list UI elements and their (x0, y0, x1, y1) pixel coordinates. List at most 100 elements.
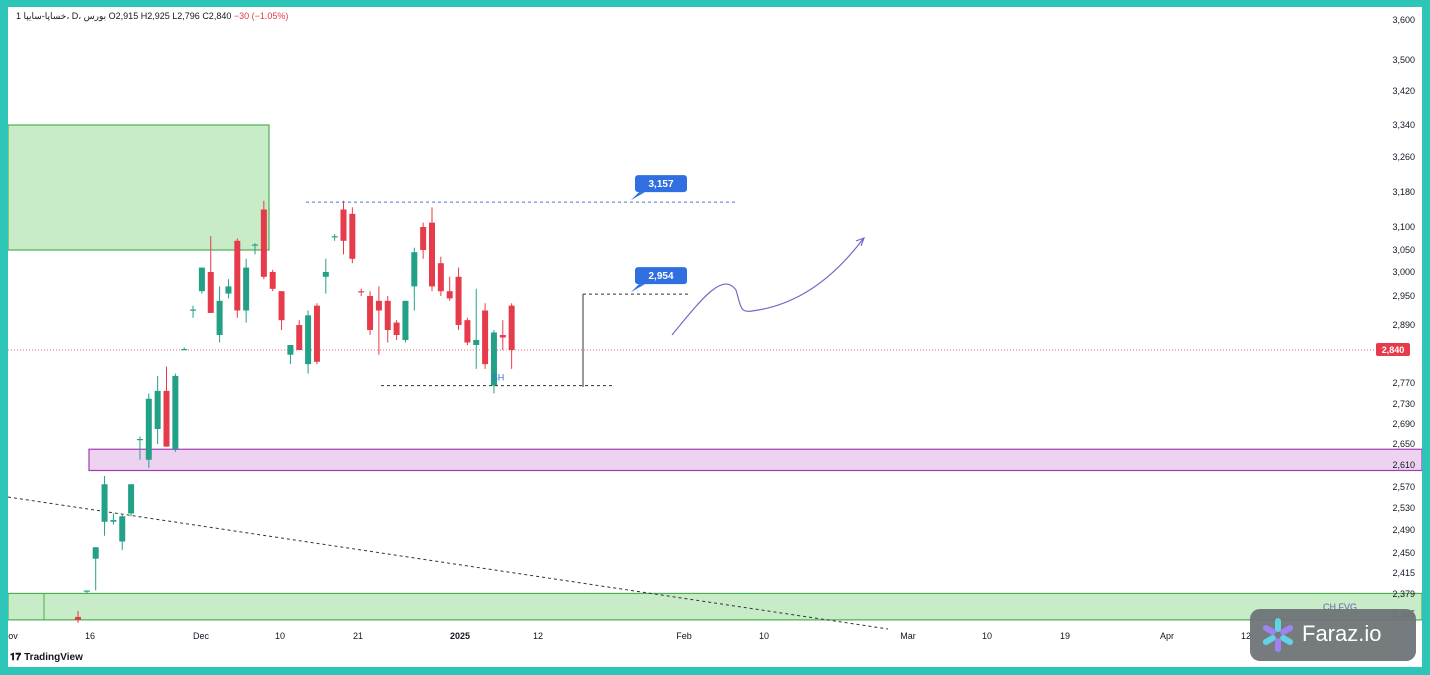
x-tick-label: Feb (676, 631, 692, 641)
x-tick-label: Dec (193, 631, 210, 641)
y-tick-label: 2,570 (1392, 482, 1415, 492)
y-tick-label: 3,000 (1392, 267, 1415, 277)
candle-body (296, 325, 303, 350)
tradingview-text: TradingView (24, 652, 83, 663)
candle-body (92, 547, 99, 559)
y-tick-label: 2,770 (1392, 378, 1415, 388)
sh-label: SH (492, 373, 505, 383)
x-tick-label: 21 (353, 631, 363, 641)
x-tick-label: Apr (1160, 631, 1174, 641)
candle-body (331, 236, 338, 238)
candle-body (269, 272, 276, 289)
candle-body (508, 305, 515, 350)
y-tick-label: 2,450 (1392, 548, 1415, 558)
candle-body (429, 222, 435, 287)
y-tick-label: 3,100 (1392, 222, 1415, 232)
candle-body (367, 296, 374, 330)
zone-fvg (8, 592, 1422, 621)
y-tick-label: 3,260 (1392, 152, 1415, 162)
y-tick-label: 2,530 (1392, 503, 1415, 513)
zone-supply (8, 124, 270, 251)
y-tick-label: 2,650 (1392, 439, 1415, 449)
symbol-header: 1 خساپا-سایپا، D، بورس O2,915 H2,925 L2,… (16, 11, 288, 22)
candle-body (499, 335, 506, 338)
callout-box (635, 267, 687, 285)
candle-body (145, 398, 152, 460)
candle-body (154, 390, 161, 429)
symbol-name: 1 خساپا-سایپا، D، بورس (16, 11, 107, 21)
x-tick-label: 16 (85, 631, 95, 641)
x-tick-label: 10 (759, 631, 769, 641)
y-tick-label: 2,610 (1392, 460, 1415, 470)
x-tick-label: Mar (900, 631, 916, 641)
y-tick-label: 3,050 (1392, 245, 1415, 255)
candle-body (322, 272, 329, 277)
candle-body (110, 520, 117, 522)
fvg-label: CH FVG (1323, 602, 1357, 612)
open-value: O2,915 (108, 11, 139, 21)
candle-body (402, 300, 409, 340)
candle-body (358, 291, 365, 293)
candle-body (260, 209, 267, 277)
brand-text: Faraz.io (1302, 621, 1382, 646)
x-tick-label: 12 (1241, 631, 1251, 641)
candle-body (349, 213, 356, 259)
x-tick-label: ov (8, 631, 18, 641)
y-tick-label: 2,690 (1392, 419, 1415, 429)
y-tick-label: 3,340 (1392, 120, 1415, 130)
chart-frame: 3,157 2,954 SH CH FVG 3,600 3,500 3,420 3,340 3,… (8, 7, 1422, 667)
candle-body (207, 272, 214, 313)
tradingview-logo[interactable]: 𝟏𝟕 TradingView (10, 652, 83, 663)
candle-body (101, 484, 108, 522)
candle-body (490, 332, 497, 386)
forecast-curve (671, 238, 864, 336)
candle-body (252, 244, 258, 246)
callout-pointer (631, 192, 645, 201)
candle-body (243, 267, 250, 311)
candle-body (119, 516, 126, 542)
candle-body (411, 252, 418, 287)
candle-body (190, 309, 197, 311)
candle-body (437, 263, 444, 292)
y-tick-label: 2,490 (1392, 525, 1415, 535)
faraz-logo-icon (1262, 618, 1294, 652)
candle-body (216, 300, 223, 335)
faraz-brand-badge[interactable]: Faraz.io (1250, 609, 1416, 661)
y-tick-label: 3,500 (1392, 55, 1415, 65)
forecast-arrowhead (855, 236, 866, 247)
candle-body (393, 322, 400, 335)
y-tick-label: 2,415 (1392, 568, 1415, 578)
candle-body (136, 439, 143, 441)
x-tick-label: 10 (982, 631, 992, 641)
y-tick-label: 3,420 (1392, 86, 1415, 96)
y-tick-label: 2,730 (1392, 399, 1415, 409)
y-tick-label: 2,379 (1392, 589, 1415, 599)
candle-body (83, 590, 90, 592)
high-value: H2,925 (140, 11, 170, 21)
candle-body (482, 310, 489, 365)
low-value: L2,796 (172, 11, 200, 21)
candle-body (278, 291, 285, 321)
candle-body (455, 276, 462, 325)
x-tick-label: 19 (1060, 631, 1070, 641)
candle-body (464, 320, 471, 343)
candle-body (234, 240, 241, 311)
candle-body (305, 315, 312, 365)
current-price-badge (1376, 343, 1410, 356)
callout-3157: 3,157 (648, 179, 673, 190)
x-tick-label: 10 (275, 631, 285, 641)
candle-body (163, 390, 170, 447)
change-value: −30 (−1.05%) (233, 11, 289, 21)
candlestick-chart[interactable]: 3,157 2,954 SH CH FVG 3,600 3,500 3,420 3,340 3,… (8, 7, 1422, 667)
current-price-label: 2,840 (1382, 345, 1405, 355)
tradingview-icon: 𝟏𝟕 (10, 652, 22, 663)
candle-body (75, 616, 81, 620)
candle-body (340, 209, 347, 241)
zone-support (88, 448, 1422, 472)
x-tick-label: 2025 (450, 631, 470, 641)
x-tick-label: 12 (533, 631, 543, 641)
trend-line (8, 496, 889, 630)
candle-body (446, 291, 453, 299)
callout-pointer (631, 284, 645, 293)
callout-box (635, 175, 687, 193)
